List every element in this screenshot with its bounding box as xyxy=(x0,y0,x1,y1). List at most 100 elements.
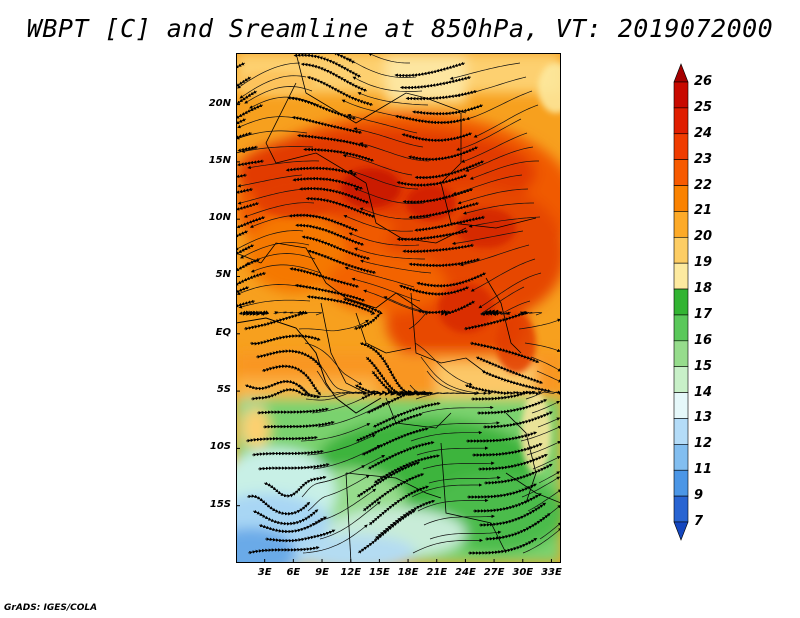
streamline xyxy=(463,310,528,331)
streamline xyxy=(302,524,368,554)
streamline xyxy=(236,271,267,286)
streamline xyxy=(530,356,561,372)
streamline xyxy=(243,310,308,331)
colorbar-label: 13 xyxy=(694,410,713,426)
lon-label: 3E xyxy=(257,567,272,578)
streamline xyxy=(236,201,260,211)
lat-label: 20N xyxy=(208,97,231,109)
streamline xyxy=(236,159,265,167)
streamline xyxy=(307,249,377,275)
streamline xyxy=(317,402,386,428)
lat-label: 5S xyxy=(216,384,231,396)
streamline xyxy=(466,431,538,443)
lon-label: 9E xyxy=(315,567,329,578)
lat-label: 10S xyxy=(209,441,231,453)
streamline xyxy=(408,145,479,162)
streamline xyxy=(256,407,329,415)
streamlines xyxy=(236,53,561,555)
streamline xyxy=(257,463,330,471)
streamline xyxy=(520,425,561,442)
colorbar-swatch xyxy=(673,444,689,471)
streamline xyxy=(524,342,561,353)
streamline xyxy=(457,188,529,205)
colorbar-swatch xyxy=(673,469,689,497)
streamline xyxy=(342,154,413,176)
map-title: WBPT [C] and Sreamline at 850hPa, VT: 20… xyxy=(26,14,774,43)
colorbar-swatches xyxy=(673,63,689,541)
lat-label: 15S xyxy=(209,498,231,510)
streamline xyxy=(399,75,472,90)
streamline xyxy=(245,435,318,443)
streamline xyxy=(481,369,552,393)
streamline xyxy=(483,463,553,485)
lon-label: 21E xyxy=(426,567,448,578)
streamline xyxy=(539,522,561,540)
streamline xyxy=(414,215,486,232)
streamline xyxy=(471,390,542,401)
streamline xyxy=(236,173,248,179)
streamline xyxy=(303,147,375,163)
streamline xyxy=(291,115,363,135)
streamline xyxy=(401,131,473,143)
streamline xyxy=(526,441,561,456)
streamline xyxy=(394,114,467,125)
colorbar-label: 22 xyxy=(694,177,713,193)
colorbar-label: 20 xyxy=(694,229,713,245)
streamline xyxy=(305,196,376,219)
lon-label: 30E xyxy=(512,567,534,578)
streamline xyxy=(353,127,424,148)
lon-label: 6E xyxy=(286,567,301,578)
colorbar-swatch xyxy=(673,418,689,445)
map-frame xyxy=(236,53,561,563)
streamline xyxy=(468,216,541,228)
wbpt-streamline-map xyxy=(236,53,561,563)
colorbar-swatch xyxy=(673,366,689,393)
streamline xyxy=(285,166,358,177)
streamline xyxy=(451,230,524,246)
colorbar-swatch xyxy=(673,159,689,186)
lat-label: 5N xyxy=(215,269,231,281)
colorbar-label: 19 xyxy=(694,255,713,271)
streamline xyxy=(456,118,522,151)
streamline xyxy=(399,284,470,296)
streamline xyxy=(301,465,366,498)
streamline xyxy=(236,215,266,229)
colorbar-swatch xyxy=(673,185,689,212)
streamline xyxy=(518,318,561,330)
streamline xyxy=(236,103,264,119)
colorbar-swatch xyxy=(673,236,689,264)
map-panel: 20N 15N 10N 5N EQ 5S 10S 15S 3E 6E 9E 12E 15E 18E 21E… xyxy=(209,53,562,578)
lon-label: 15E xyxy=(369,567,390,578)
streamline xyxy=(236,187,254,194)
streamline xyxy=(449,62,521,80)
colorbar-label: 7 xyxy=(694,514,704,529)
streamline xyxy=(287,96,357,121)
streamline xyxy=(347,113,418,134)
streamline xyxy=(482,411,553,429)
colorbar-swatch xyxy=(673,133,689,160)
streamline xyxy=(478,272,542,309)
colorbar-label: 18 xyxy=(694,281,713,297)
streamline xyxy=(343,297,383,331)
streamline xyxy=(236,90,258,104)
streamline xyxy=(236,285,250,293)
colorbar-swatch xyxy=(673,340,689,368)
streamline xyxy=(537,417,561,428)
streamline xyxy=(262,420,335,429)
streamline xyxy=(247,546,320,555)
colorbar-swatch xyxy=(673,288,689,316)
colorbar-label: 23 xyxy=(694,151,713,167)
colorbar-swatch xyxy=(673,495,689,523)
streamline xyxy=(396,229,469,242)
colorbar-label: 26 xyxy=(694,74,713,89)
colorbar-label: 24 xyxy=(694,125,713,141)
streamline xyxy=(360,259,432,274)
streamline xyxy=(408,257,481,268)
lon-label: 12E xyxy=(340,567,362,578)
streamline xyxy=(306,76,374,107)
colorbar-swatch xyxy=(673,262,689,290)
streamline xyxy=(319,501,381,540)
colorbar-swatch xyxy=(673,392,689,419)
lat-label: EQ xyxy=(215,326,231,338)
colorbar-swatch xyxy=(673,81,689,109)
